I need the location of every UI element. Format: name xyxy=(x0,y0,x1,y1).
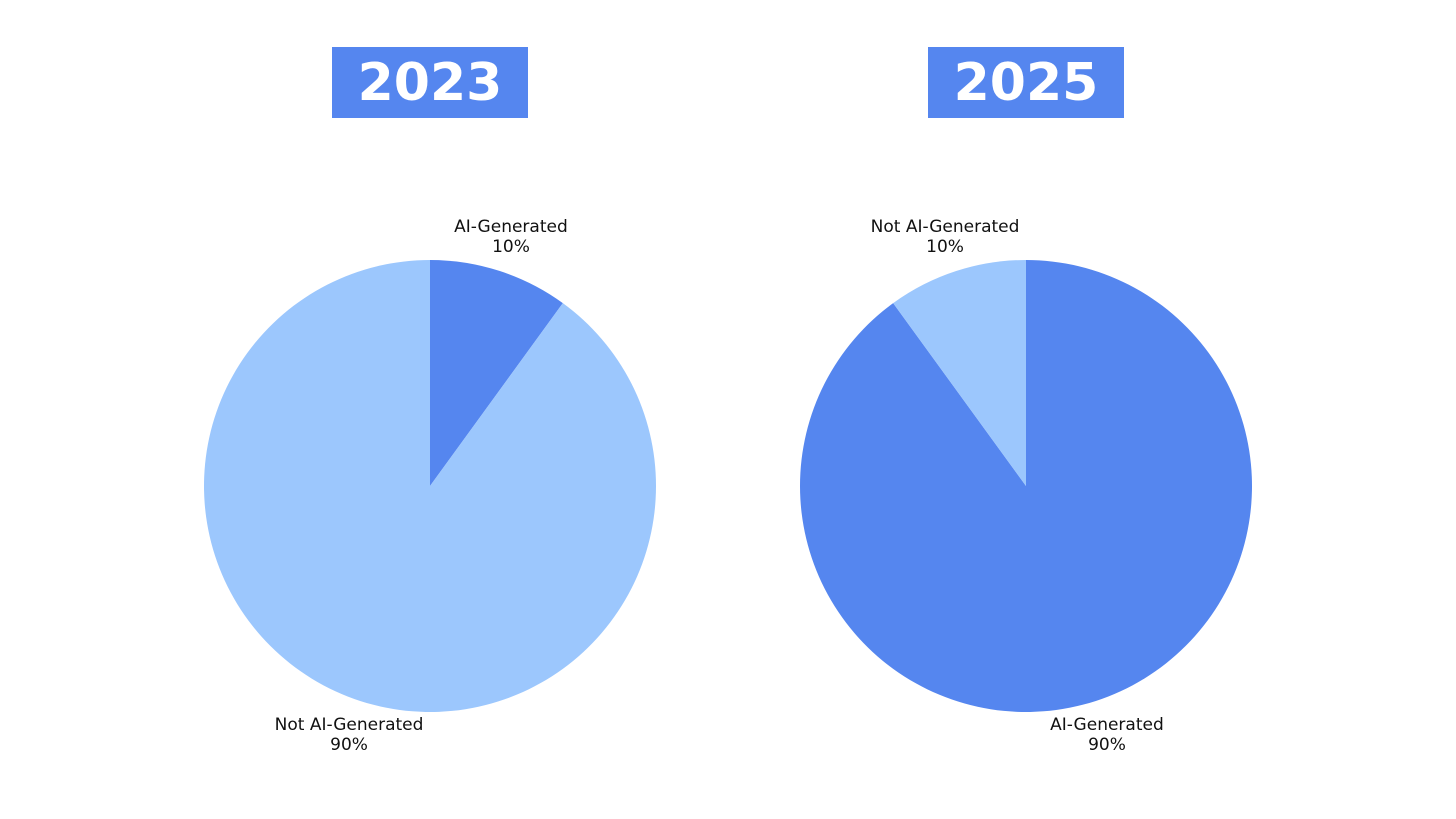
title-box xyxy=(332,47,528,118)
slice-label: AI-Generated xyxy=(1050,715,1164,735)
slice-value-label: 10% xyxy=(492,237,530,257)
chart-title: 2025 xyxy=(954,53,1099,113)
slice-value-label: 90% xyxy=(1088,735,1126,755)
slice-value-label: 90% xyxy=(330,735,368,755)
chart-title: 2023 xyxy=(358,53,503,113)
slice-label: Not AI-Generated xyxy=(871,217,1020,237)
pie-slice xyxy=(893,260,1026,486)
slice-label: Not AI-Generated xyxy=(275,715,424,735)
pie-slice xyxy=(203,260,656,713)
slice-label: AI-Generated xyxy=(454,217,568,237)
slice-value-label: 10% xyxy=(926,237,964,257)
title-box xyxy=(928,47,1124,118)
pie-slice xyxy=(430,260,563,486)
